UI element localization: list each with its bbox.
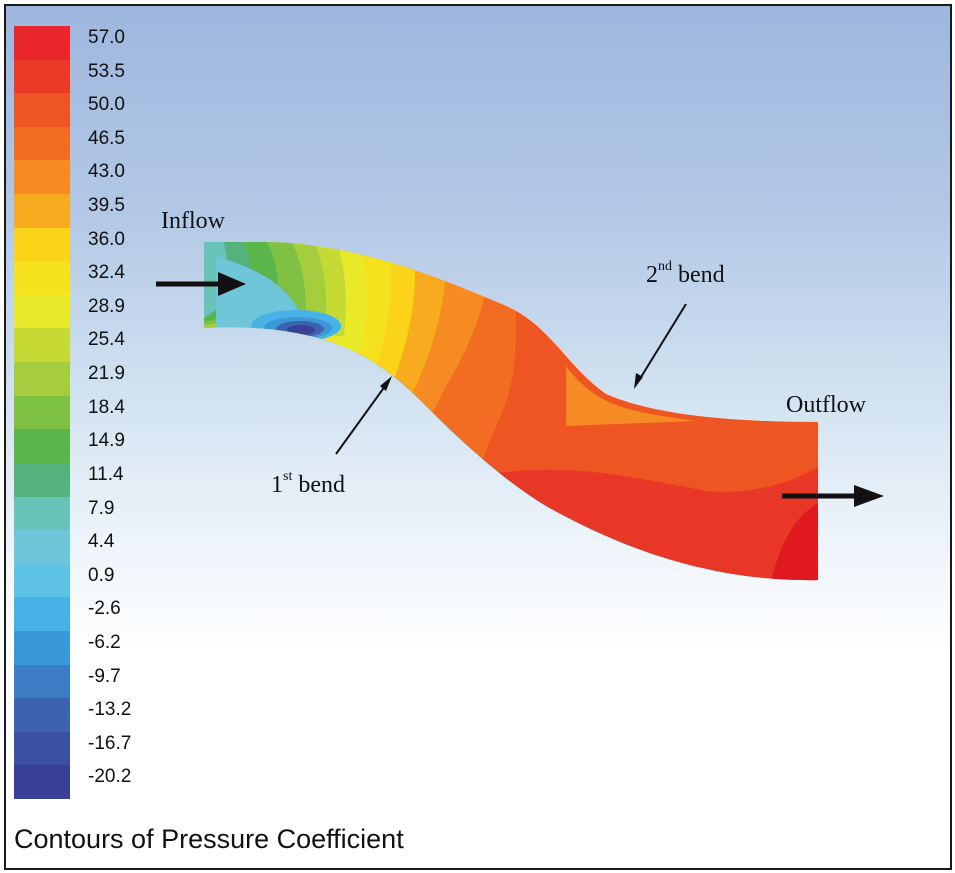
outflow-label: Outflow — [786, 392, 867, 418]
legend-value-label: -6.2 — [88, 631, 121, 653]
legend-swatch — [14, 429, 70, 464]
legend-swatch — [14, 664, 70, 699]
legend-value-label: 39.5 — [88, 195, 125, 217]
legend-value-label: 14.9 — [88, 430, 125, 452]
legend-swatch — [14, 227, 70, 262]
legend-swatch — [14, 362, 70, 397]
legend-value-label: 57.0 — [88, 27, 125, 48]
legend-swatch — [14, 597, 70, 632]
first-bend-pointer — [335, 376, 392, 455]
legend-value-label: 21.9 — [88, 363, 125, 385]
legend-value-label: -9.7 — [88, 665, 121, 687]
legend-swatch — [14, 530, 70, 565]
legend-swatch — [14, 160, 70, 195]
legend-value-label: 0.9 — [88, 564, 115, 586]
legend-value-label: 50.0 — [88, 94, 125, 116]
legend-swatch — [14, 126, 70, 161]
legend-value-label: 53.5 — [88, 60, 125, 82]
outflow-arrow — [782, 485, 884, 507]
legend-value-label: 11.4 — [88, 463, 124, 485]
legend-swatch — [14, 294, 70, 329]
legend-value-label: 7.9 — [88, 497, 115, 519]
figure-frame: 57.0 53.5 50.0 46.5 43.0 39.5 36.0 32.4 28.9 25.4… — [4, 4, 952, 870]
legend-value-label: 36.0 — [88, 228, 125, 250]
legend-value-label: 18.4 — [88, 396, 125, 418]
second-bend-pointer — [634, 303, 687, 389]
pressure-contour-field — [204, 242, 818, 581]
plot-caption: Contours of Pressure Coefficient — [14, 824, 404, 854]
legend-value-label: -13.2 — [88, 699, 132, 721]
legend-swatch — [14, 765, 70, 800]
legend-value-label: 4.4 — [88, 531, 115, 553]
second-bend-label: 2nd bend — [646, 259, 725, 288]
legend-swatch — [14, 630, 70, 666]
legend-value-label: 28.9 — [88, 295, 125, 317]
legend-value-label: 46.5 — [88, 127, 125, 149]
first-bend-label: 1st bend — [271, 469, 345, 498]
legend-value-label: -16.7 — [88, 732, 132, 754]
inflow-label: Inflow — [161, 208, 226, 234]
legend-value-label: 25.4 — [88, 329, 125, 351]
legend-swatch — [14, 698, 70, 733]
color-legend-bar — [14, 26, 70, 800]
legend-swatch — [14, 26, 70, 61]
legend-value-label: 43.0 — [88, 161, 125, 183]
legend-swatch — [14, 328, 70, 363]
inflow-arrow — [156, 272, 246, 296]
legend-swatch — [14, 496, 70, 531]
legend-value-label: -2.6 — [88, 598, 121, 620]
legend-swatch — [14, 395, 70, 430]
legend-value-label: -20.2 — [88, 766, 132, 788]
legend-swatch — [14, 731, 70, 766]
legend-swatch — [14, 261, 70, 296]
legend-swatch — [14, 194, 70, 229]
legend-swatch — [14, 563, 70, 598]
legend-swatch — [14, 59, 70, 94]
pipe-contour-plot: Inflow Outflow 1st bend 2nd bend — [156, 208, 884, 581]
legend-swatch — [14, 462, 70, 497]
legend-value-label: 32.4 — [88, 262, 125, 284]
legend-swatch — [14, 93, 70, 128]
